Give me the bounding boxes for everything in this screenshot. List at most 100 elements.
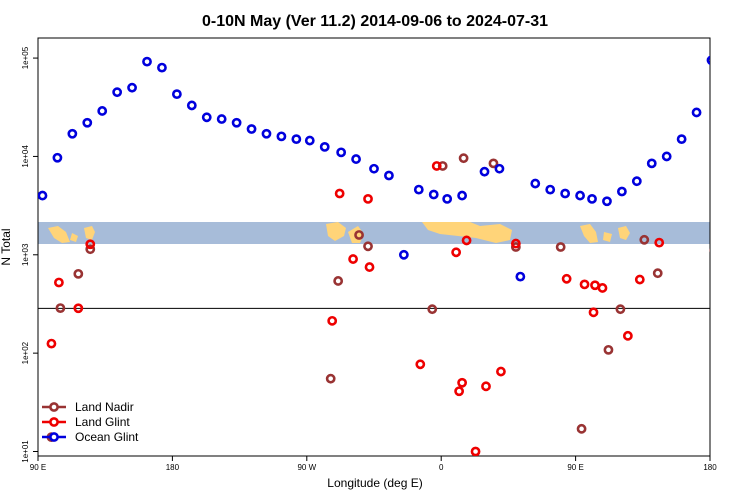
data-point [661, 151, 672, 162]
data-point [336, 147, 347, 158]
data-point [82, 117, 93, 128]
y-tick-label: 1e+02 [21, 341, 30, 364]
data-point [631, 176, 642, 187]
data-point [325, 373, 336, 384]
data-point [470, 446, 481, 456]
data-point [127, 82, 137, 93]
data-point [73, 268, 84, 279]
data-point [451, 247, 462, 258]
data-point [676, 134, 687, 145]
data-point [413, 184, 424, 195]
data-point [231, 117, 242, 128]
plot-frame [37, 37, 711, 457]
data-point [85, 244, 96, 255]
map-land-islands-b [84, 226, 95, 240]
series-land-nadir [46, 153, 710, 443]
map-ocean [38, 222, 710, 244]
data-point [246, 124, 257, 134]
y-tick-label: 1e+05 [21, 46, 30, 69]
legend-marker [49, 432, 59, 442]
data-point [216, 114, 227, 124]
data-point [615, 304, 626, 315]
data-point [481, 381, 491, 392]
data-point [351, 154, 361, 164]
data-point [603, 344, 614, 355]
data-point [291, 134, 302, 145]
data-point [364, 262, 375, 272]
data-point [639, 234, 650, 245]
data-point [479, 166, 490, 177]
y-tick-label: 1e+03 [21, 243, 30, 266]
series-ocean-glint [38, 55, 710, 282]
data-point [73, 303, 84, 314]
data-point [46, 338, 57, 349]
data-point [576, 423, 587, 434]
x-axis-label: Longitude (deg E) [327, 476, 422, 490]
data-point [38, 190, 48, 201]
data-point [622, 330, 633, 341]
data-point [304, 135, 315, 146]
data-point [52, 152, 63, 163]
data-point [691, 107, 702, 118]
map-land-islands-d [618, 226, 630, 240]
data-point [354, 230, 364, 240]
data-point [276, 131, 287, 142]
data-point [616, 186, 627, 197]
y-axis: 1e+01 1e+02 1e+03 1e+04 1e+05 [21, 46, 38, 463]
data-point [398, 249, 409, 260]
data-point [587, 194, 597, 204]
data-point [142, 56, 152, 67]
data-point [171, 89, 182, 100]
data-point [590, 280, 600, 291]
data-point [348, 254, 358, 264]
data-point [457, 377, 468, 388]
data-point [654, 237, 665, 248]
data-point [186, 100, 197, 111]
x-tick-label: 90 E [567, 463, 583, 472]
map-land-central-america [326, 222, 346, 241]
data-point [319, 142, 330, 152]
data-point [428, 189, 439, 200]
data-point [579, 279, 590, 290]
data-point [454, 386, 465, 397]
data-point [157, 62, 167, 73]
y-axis-label: N Total [0, 228, 13, 265]
data-point [510, 238, 521, 249]
x-axis: 90 E 180 90 W 0 90 E 180 [30, 456, 717, 472]
x-tick-label: 0 [439, 463, 444, 472]
data-point [461, 235, 472, 246]
data-point [97, 106, 108, 116]
data-point [575, 190, 585, 201]
data-point [201, 112, 212, 123]
legend-marker [49, 417, 59, 427]
x-tick-label: 90 E [30, 463, 46, 472]
data-point [652, 268, 663, 279]
data-point [384, 170, 394, 181]
data-point [588, 307, 599, 318]
data-point [560, 188, 571, 199]
world-map-band [38, 222, 710, 244]
legend-marker [49, 402, 59, 412]
data-point [333, 276, 344, 286]
map-land-asia [48, 226, 70, 243]
legend-label: Land Nadir [75, 400, 134, 414]
data-point [597, 283, 608, 293]
data-point [515, 271, 526, 282]
map-land-islands-c [603, 232, 612, 242]
data-point [530, 178, 541, 189]
data-point [261, 128, 272, 139]
data-point [369, 163, 379, 174]
x-tick-label: 180 [166, 463, 180, 472]
data-point [55, 303, 66, 314]
data-point [363, 194, 373, 204]
data-point [555, 242, 566, 252]
data-point [442, 194, 453, 204]
data-point [488, 158, 499, 169]
chart-title: 0-10N May (Ver 11.2) 2014-09-06 to 2024-… [202, 13, 548, 30]
data-point [602, 196, 612, 207]
data-point [334, 188, 345, 199]
data-point [496, 366, 506, 377]
series-land-glint [46, 161, 665, 456]
